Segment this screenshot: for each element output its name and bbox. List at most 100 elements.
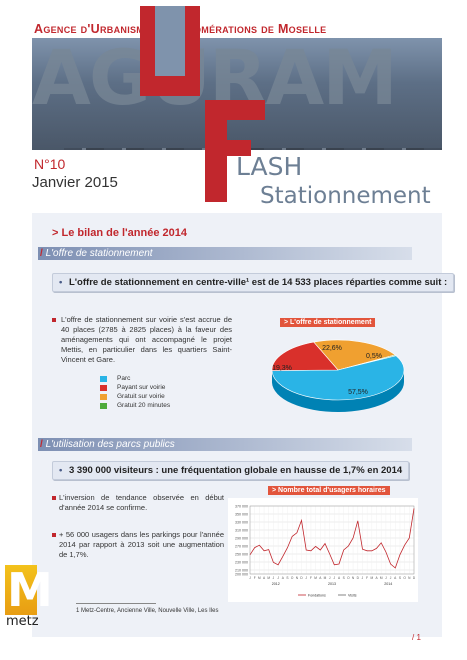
parcs-bullet-1-text: L'inversion de tendance observée en débu… (59, 493, 224, 512)
x-tick-label: O (291, 576, 294, 580)
pie-slice (313, 339, 396, 371)
x-tick-label: A (282, 576, 285, 580)
banner: AGURAM (32, 38, 442, 150)
pie-legend-item: Payant sur voirie (100, 383, 220, 392)
section-title: L'utilisation des parcs publics (45, 439, 175, 450)
logo-u-cut (155, 6, 185, 76)
y-tick-label: 290 000 (235, 537, 248, 541)
x-year-label: 2013 (328, 582, 336, 586)
parking-photo (64, 148, 442, 150)
section-header-parcs: / L'utilisation des parcs publics (38, 438, 412, 451)
metz-logo-letter: M (7, 563, 53, 617)
pie-legend-item: Gratuit 20 minutes (100, 401, 220, 410)
legend-swatch (100, 384, 107, 391)
pie-data-label: 19,3% (272, 365, 292, 372)
x-tick-label: M (267, 576, 270, 580)
pie-slice-side (272, 370, 404, 413)
offre-summary-pill: L'offre de stationnement en centre-ville… (52, 273, 455, 292)
line-chart-title: > Nombre total d'usagers horaires (268, 486, 390, 495)
x-tick-label: J (385, 576, 387, 580)
x-tick-label: N (296, 576, 299, 580)
footnote: 1 Metz-Centre, Ancienne Ville, Nouvelle … (76, 608, 219, 614)
pie-slice (271, 355, 405, 401)
x-year-label: 2012 (272, 582, 280, 586)
legend-label: Gratuit sur voirie (117, 393, 165, 400)
section-title: L'offre de stationnement (45, 248, 153, 259)
x-tick-label: A (394, 576, 397, 580)
bilan-heading: > Le bilan de l'année 2014 (52, 227, 187, 239)
x-year-label: 2014 (384, 582, 392, 586)
x-tick-label: J (390, 576, 392, 580)
metz-logo-text: metz (6, 614, 39, 629)
x-tick-label: A (319, 576, 322, 580)
legend-swatch (100, 402, 107, 409)
y-tick-label: 370 000 (235, 505, 248, 509)
x-tick-label: F (310, 576, 312, 580)
x-tick-label: J (273, 576, 275, 580)
y-tick-label: 230 000 (235, 561, 248, 565)
pie-legend-item: Parc (100, 374, 220, 383)
legend-swatch (100, 393, 107, 400)
x-tick-label: D (413, 576, 416, 580)
pie-data-label: 57,5% (348, 389, 368, 396)
legend-label: Fondations (308, 594, 326, 598)
x-tick-label: A (263, 576, 266, 580)
offre-paragraph: L'offre de stationnement sur voirie s'es… (52, 315, 232, 365)
x-tick-label: O (403, 576, 406, 580)
pie-legend-item: Gratuit sur voirie (100, 392, 220, 401)
legend-swatch (100, 375, 107, 382)
y-tick-label: 310 000 (235, 529, 248, 533)
issue-number: N°10 (34, 156, 66, 172)
y-tick-label: 270 000 (235, 545, 248, 549)
pie-chart-title: > L'offre de stationnement (280, 318, 376, 327)
flash-word: LASH (236, 152, 303, 181)
page-number: / 1 (412, 633, 421, 642)
bullet-square (52, 496, 56, 500)
x-tick-label: M (380, 576, 383, 580)
x-tick-label: S (399, 576, 401, 580)
legend-label: Gratuit 20 minutes (117, 402, 171, 409)
section-header-offre: / L'offre de stationnement (38, 247, 412, 260)
x-tick-label: D (357, 576, 360, 580)
x-tick-label: M (324, 576, 327, 580)
y-tick-label: 350 000 (235, 513, 248, 517)
pie-slice (271, 341, 339, 371)
line-chart: 370 000 350 000 330 000 310 000 290 000 270 0… (228, 498, 418, 602)
x-tick-label: S (343, 576, 345, 580)
x-tick-label: F (366, 576, 368, 580)
x-tick-label: A (338, 576, 341, 580)
parcs-bullet-2: + 56 000 usagers dans les parkings pour … (52, 530, 224, 560)
x-tick-label: M (258, 576, 261, 580)
x-tick-label: F (254, 576, 256, 580)
metz-logo-m: M (5, 565, 53, 615)
subject-title: Stationnement (260, 183, 431, 209)
x-tick-label: J (277, 576, 279, 580)
y-tick-label: 210 000 (235, 569, 248, 573)
agency-name: Agence d'Urbanisme d'Agglomérations de M… (34, 22, 327, 36)
issue-date: Janvier 2015 (32, 174, 118, 191)
x-tick-label: N (352, 576, 355, 580)
footnote-divider (76, 603, 156, 604)
pie-chart: 22,6% 0,5% 57,5% 19,3% (271, 339, 405, 413)
x-tick-label: J (329, 576, 331, 580)
x-tick-label: J (334, 576, 336, 580)
legend-label: Parc (117, 375, 131, 382)
x-tick-label: J (249, 576, 251, 580)
y-tick-label: 330 000 (235, 521, 248, 525)
parcs-summary-pill: 3 390 000 visiteurs : une fréquentation … (52, 461, 410, 480)
pie-legend: Parc Payant sur voirie Gratuit sur voirie G… (100, 374, 220, 410)
x-tick-label: S (286, 576, 288, 580)
x-tick-label: M (371, 576, 374, 580)
pie-data-label: 22,6% (322, 345, 342, 352)
plot-area (249, 505, 415, 575)
pie-data-label: 0,5% (366, 353, 382, 360)
parcs-bullet-2-text: + 56 000 usagers dans les parkings pour … (59, 530, 224, 559)
bullet-square (52, 318, 56, 322)
x-tick-label: N (408, 576, 411, 580)
x-tick-label: J (305, 576, 307, 580)
line-series-fondations (249, 508, 415, 569)
offre-paragraph-text: L'offre de stationnement sur voirie s'es… (61, 315, 232, 364)
logo-f-top (205, 100, 265, 120)
legend-label: Payant sur voirie (117, 384, 166, 391)
y-tick-label: 200 000 (235, 573, 248, 577)
